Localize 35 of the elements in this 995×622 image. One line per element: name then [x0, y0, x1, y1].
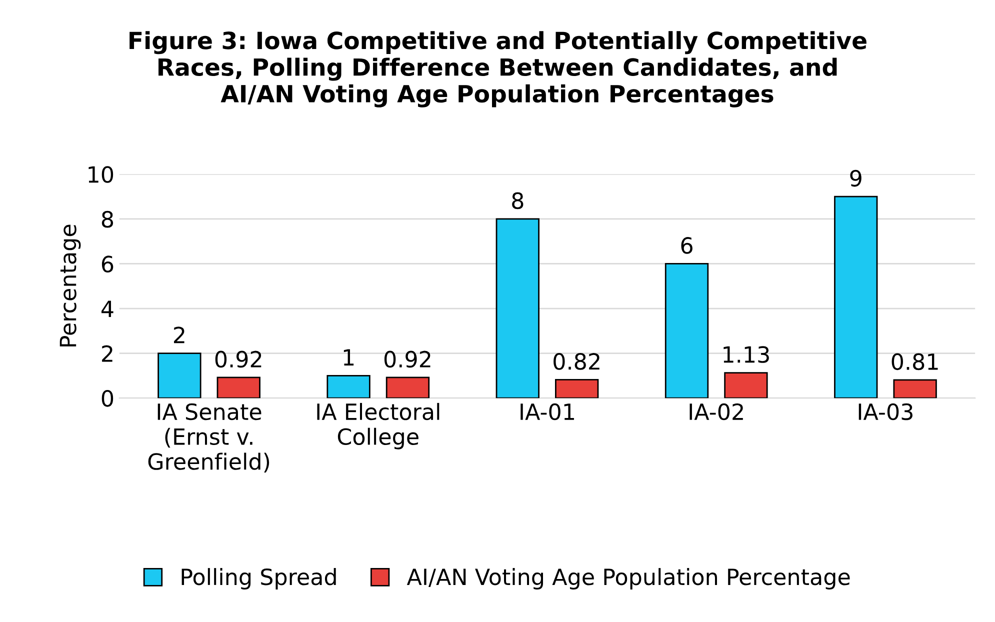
data-label: 0.82: [554, 353, 600, 370]
data-label: 6: [681, 237, 692, 254]
y-tick-label: 8: [102, 210, 114, 228]
data-label: 0.92: [384, 350, 430, 368]
x-tick-label: IA Senate (Ernst v. Greenfield): [148, 403, 270, 473]
data-label: 9: [850, 170, 862, 187]
data-label: 0.81: [892, 353, 938, 370]
data-label: 2: [174, 326, 184, 344]
x-tick-label: IA-03: [858, 403, 912, 420]
x-tick-label: IA Electoral College: [317, 402, 440, 450]
bar: [834, 196, 878, 398]
data-label: 1.13: [724, 346, 769, 363]
y-tick-label: 2: [102, 345, 112, 362]
bar: [664, 263, 709, 398]
chart-title: Figure 3: Iowa Competitive and Potentially Competitive Races, Polling Difference Between Candidates, and AI/AN Voting Age Population Percentages: [130, 31, 866, 108]
data-label: 1: [344, 349, 354, 366]
bar: [496, 218, 540, 398]
bar: [555, 379, 599, 398]
bar: [893, 379, 937, 398]
x-tick-label: IA-01: [520, 403, 574, 420]
y-tick-label: 10: [88, 166, 114, 183]
bar: [724, 372, 768, 398]
data-label: 0.92: [215, 350, 262, 368]
y-tick-label: 4: [101, 300, 114, 317]
data-label: 8: [512, 192, 524, 210]
bar: [216, 376, 260, 398]
x-tick-label: IA-02: [690, 403, 743, 420]
y-tick-label: 6: [102, 256, 114, 272]
legend-label: AI/AN Voting Age Population Percentage: [406, 568, 850, 590]
y-tick-label: 0: [102, 390, 114, 407]
legend-label: Polling Spread: [182, 568, 336, 590]
bar: [158, 352, 202, 398]
bar: [326, 374, 370, 398]
bar: [386, 376, 430, 398]
y-axis-title: Percentage: [60, 224, 81, 346]
